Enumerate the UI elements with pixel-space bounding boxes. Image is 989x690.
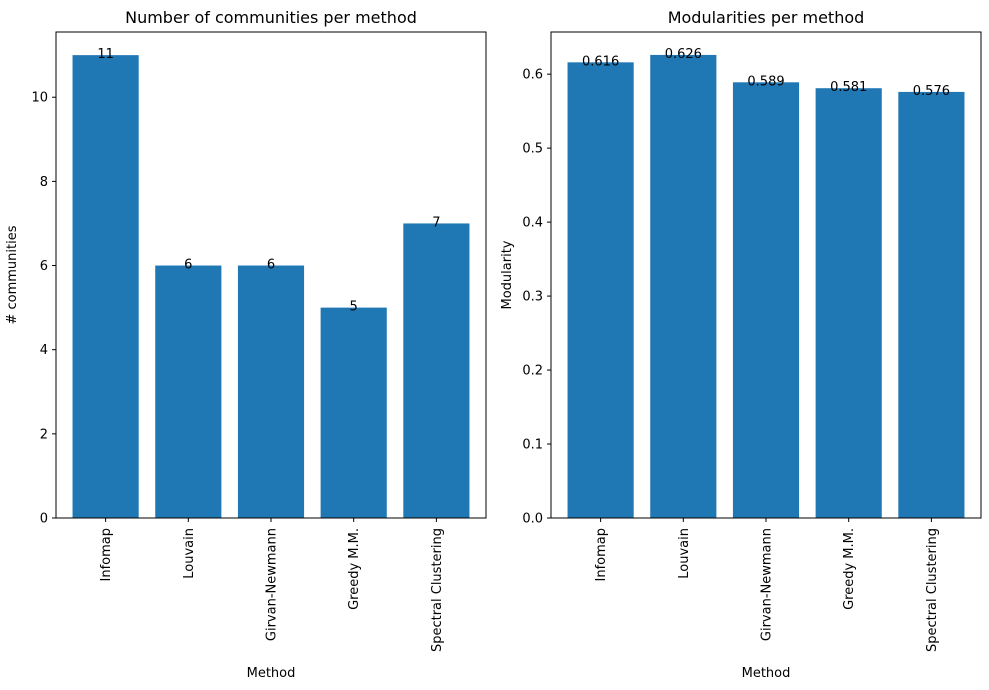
chart-title: Number of communities per method xyxy=(125,8,417,27)
y-axis-label: # communities xyxy=(5,225,20,324)
y-tick-label: 10 xyxy=(31,91,48,106)
data-label: 11 xyxy=(97,47,114,62)
data-label: 0.576 xyxy=(913,84,950,99)
x-tick-label: Louvain xyxy=(182,528,197,579)
data-label: 0.581 xyxy=(830,80,867,95)
bar xyxy=(155,265,222,518)
data-label: 0.589 xyxy=(747,74,784,89)
data-label: 0.616 xyxy=(582,54,619,69)
x-tick-label: Infomap xyxy=(99,528,114,582)
bar xyxy=(320,307,387,518)
x-tick-label: Girvan-Newmann xyxy=(760,528,775,641)
modularity-chart: Modularities per method Method Modularit… xyxy=(500,8,982,681)
y-tick-label: 0.3 xyxy=(522,290,543,305)
data-label: 7 xyxy=(432,215,440,230)
communities-chart: Number of communities per method Method … xyxy=(5,8,487,681)
chart-title: Modularities per method xyxy=(668,8,865,27)
y-tick-label: 0.6 xyxy=(522,68,543,83)
x-axis-label: Method xyxy=(742,666,791,681)
y-tick-label: 0 xyxy=(40,512,48,527)
x-tick-label: Greedy M.M. xyxy=(347,528,362,610)
bar xyxy=(650,54,717,518)
bar xyxy=(732,82,800,519)
y-tick-label: 0.4 xyxy=(522,216,543,231)
y-axis-label: Modularity xyxy=(500,240,515,309)
y-tick-label: 0.2 xyxy=(522,364,543,379)
y-tick-label: 8 xyxy=(40,175,48,190)
x-tick-label: Infomap xyxy=(594,528,609,582)
data-label: 6 xyxy=(267,258,275,273)
y-tick-label: 2 xyxy=(40,427,48,442)
bar xyxy=(237,265,305,518)
data-label: 0.626 xyxy=(665,47,702,62)
bar xyxy=(403,223,470,519)
bar xyxy=(898,91,965,518)
x-tick-label: Greedy M.M. xyxy=(842,528,857,610)
y-tick-label: 0.5 xyxy=(522,142,543,157)
data-label: 6 xyxy=(184,258,192,273)
x-tick-label: Spectral Clustering xyxy=(430,528,445,652)
y-tick-label: 0.1 xyxy=(522,438,543,453)
bar xyxy=(72,55,139,519)
y-tick-label: 6 xyxy=(40,259,48,274)
bar xyxy=(567,62,634,518)
x-tick-label: Girvan-Newmann xyxy=(265,528,280,641)
x-tick-label: Spectral Clustering xyxy=(925,528,940,652)
x-axis-label: Method xyxy=(247,666,296,681)
x-tick-label: Louvain xyxy=(677,528,692,579)
data-label: 5 xyxy=(350,300,358,315)
bar xyxy=(815,88,882,518)
y-tick-label: 0.0 xyxy=(522,512,543,527)
y-tick-label: 4 xyxy=(40,343,48,358)
